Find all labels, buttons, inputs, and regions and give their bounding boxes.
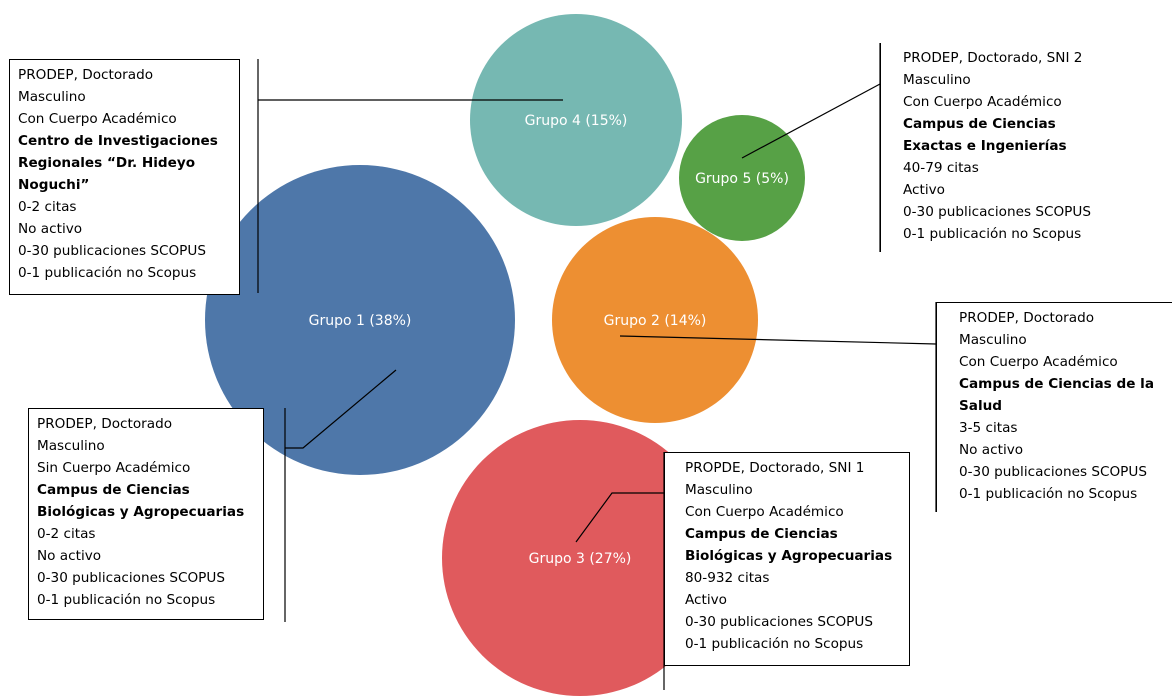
annotation-line: Masculino [37, 438, 105, 454]
bubble-label-grupo3: Grupo 3 (27%) [529, 551, 632, 567]
annotation-line: Centro de Investigaciones Regionales “Dr… [18, 133, 218, 193]
bubble-grupo2 [552, 217, 758, 423]
annotation-line: 0-1 publicación no Scopus [18, 265, 197, 281]
annotation-line: No activo [959, 442, 1024, 458]
annotation-line: Con Cuerpo Académico [903, 94, 1062, 110]
annotation-line: 0-30 publicaciones SCOPUS [18, 243, 206, 259]
annotation-line: PRODEP, Doctorado [959, 310, 1095, 326]
annotation-line: 0-30 publicaciones SCOPUS [685, 614, 873, 630]
annotation-line: PRODEP, Doctorado, SNI 2 [903, 50, 1083, 66]
annotation-line: 3-5 citas [959, 420, 1018, 436]
annotation-line: 0-30 publicaciones SCOPUS [903, 204, 1091, 220]
annotation-line: No activo [37, 548, 102, 564]
annotation-line: 0-1 publicación no Scopus [685, 636, 864, 652]
annotation-line: Campus de Ciencias Exactas e Ingenierías [903, 116, 1067, 154]
annotation-line: Con Cuerpo Académico [959, 354, 1118, 370]
annotation-line: Campus de Ciencias de la Salud [959, 376, 1154, 414]
connector-line-grupo1 [285, 369, 397, 449]
bubble-grupo3 [442, 420, 718, 696]
annotation-line: Activo [903, 182, 946, 198]
annotation-line: Activo [685, 592, 728, 608]
annotation-line: 0-1 publicación no Scopus [37, 592, 216, 608]
annotation-line: 0-1 publicación no Scopus [959, 486, 1138, 502]
annotation-line: PRODEP, Doctorado [37, 416, 173, 432]
bubble-grupo1 [205, 165, 515, 475]
bubble-label-grupo1: Grupo 1 (38%) [309, 313, 412, 329]
annotation-line: Campus de Ciencias Biológicas y Agropecu… [685, 526, 893, 564]
annotation-box-grupo4: PRODEP, Doctorado Masculino Con Cuerpo Aca… [9, 59, 240, 295]
annotation-line: No activo [18, 221, 83, 237]
annotation-box-grupo2: PRODEP, Doctorado Masculino Con Cuerpo Aca… [936, 302, 1172, 512]
annotation-line: 0-2 citas [18, 199, 77, 215]
connector-line-grupo2 [619, 335, 937, 345]
annotation-box-grupo1: PRODEP, Doctorado Masculino Sin Cuerpo Aca… [28, 408, 264, 620]
annotation-line: Masculino [18, 89, 86, 105]
annotation-line: Con Cuerpo Académico [685, 504, 844, 520]
annotation-line: 0-30 publicaciones SCOPUS [959, 464, 1147, 480]
annotation-line: 0-30 publicaciones SCOPUS [37, 570, 225, 586]
annotation-box-grupo3: PROPDE, Doctorado, SNI 1 Masculino Con Cue… [664, 452, 910, 666]
annotation-line: 0-1 publicación no Scopus [903, 226, 1082, 242]
annotation-line: Campus de Ciencias Biológicas y Agropecu… [37, 482, 245, 520]
bubble-grupo4 [470, 14, 682, 226]
bubble-label-grupo2: Grupo 2 (14%) [604, 313, 707, 329]
annotation-line: PRODEP, Doctorado [18, 67, 154, 83]
annotation-line: PROPDE, Doctorado, SNI 1 [685, 460, 865, 476]
annotation-line: Sin Cuerpo Académico [37, 460, 191, 476]
annotation-line: 0-2 citas [37, 526, 96, 542]
annotation-line: Con Cuerpo Académico [18, 111, 177, 127]
annotation-line: Masculino [959, 332, 1027, 348]
bubble-label-grupo5: Grupo 5 (5%) [695, 171, 789, 187]
annotation-line: Masculino [685, 482, 753, 498]
connector-line-grupo5 [741, 83, 881, 159]
annotation-box-grupo5: PRODEP, Doctorado, SNI 2 Masculino Con Cue… [880, 43, 1120, 252]
annotation-line: Masculino [903, 72, 971, 88]
bubble-grupo5 [679, 115, 805, 241]
connector-line-grupo3 [575, 492, 664, 543]
bubble-label-grupo4: Grupo 4 (15%) [525, 113, 628, 129]
annotation-line: 80-932 citas [685, 570, 770, 586]
annotation-line: 40-79 citas [903, 160, 979, 176]
